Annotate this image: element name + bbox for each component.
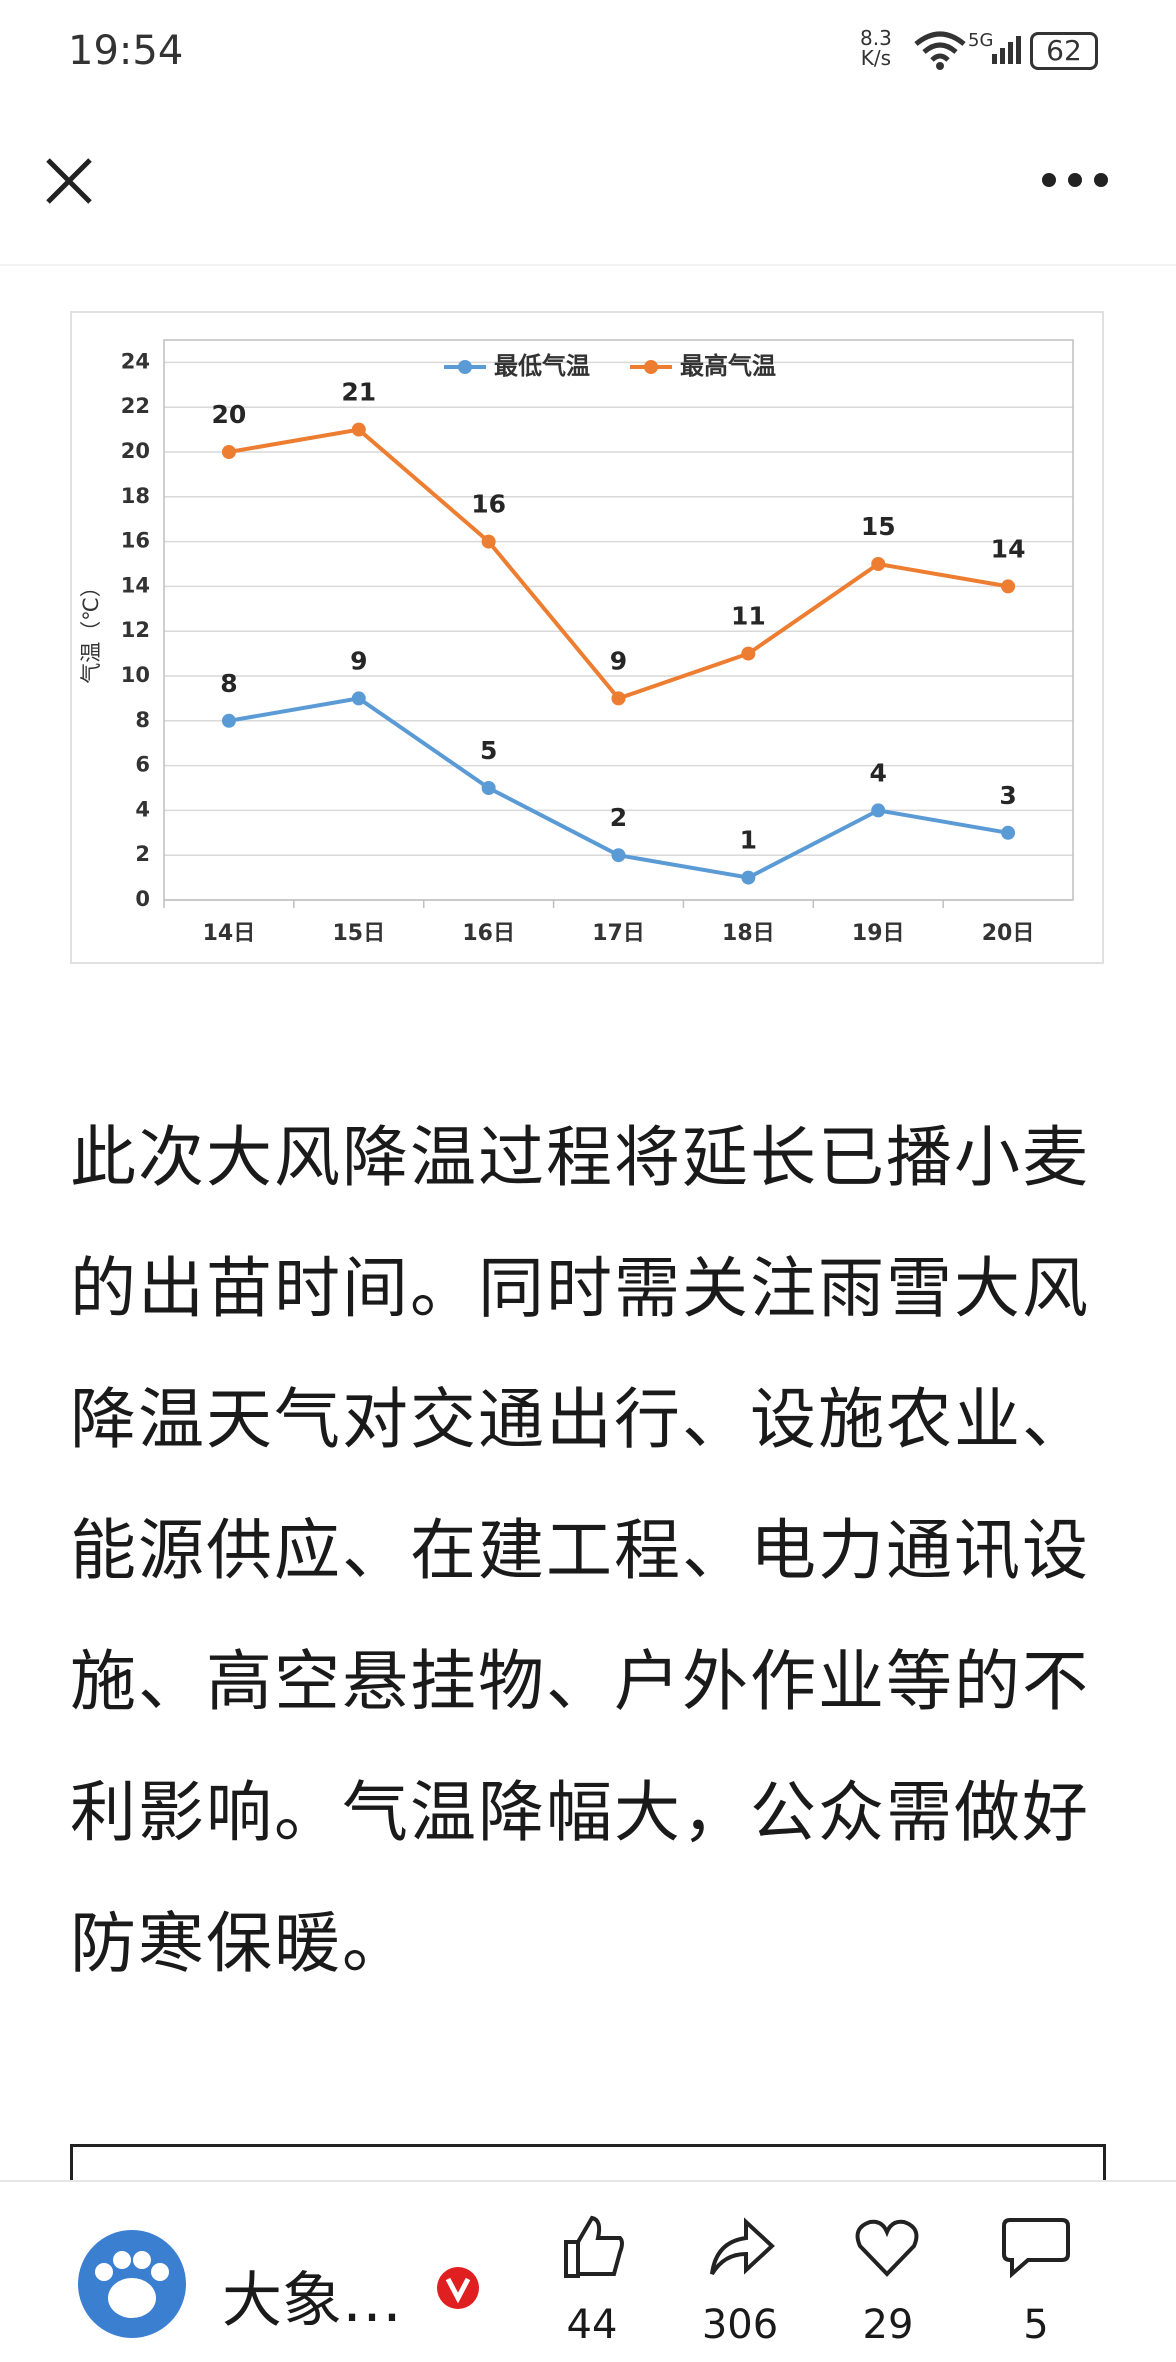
share-icon[interactable] xyxy=(706,2212,776,2282)
embedded-card xyxy=(70,2144,1106,2207)
wifi-icon xyxy=(914,31,966,70)
data-label: 16 xyxy=(471,490,506,519)
y-tick-label: 20 xyxy=(121,439,150,463)
favorite-icon[interactable] xyxy=(852,2214,922,2280)
network: 5G xyxy=(968,30,994,51)
verified-badge xyxy=(437,2267,479,2309)
y-tick-label: 10 xyxy=(121,663,150,687)
x-tick-label: 17日 xyxy=(592,921,645,946)
article-line: 防寒保暖。 xyxy=(70,1905,410,1982)
like-count: 44 xyxy=(566,2302,618,2348)
data-point xyxy=(1001,825,1016,840)
article-line: 能源供应、在建工程、电力通讯设 xyxy=(70,1512,1090,1589)
y-tick-label: 18 xyxy=(121,484,150,508)
share-count: 306 xyxy=(701,2302,779,2348)
signal-icon xyxy=(992,36,1021,64)
y-tick-label: 6 xyxy=(135,753,150,777)
data-label: 9 xyxy=(350,646,367,675)
legend-marker xyxy=(644,360,658,374)
data-label: 11 xyxy=(731,602,766,631)
data-point xyxy=(871,557,886,571)
data-label: 5 xyxy=(480,736,497,765)
y-tick-label: 0 xyxy=(135,887,150,911)
avatar[interactable] xyxy=(76,2228,188,2340)
like-icon[interactable] xyxy=(558,2212,628,2282)
y-tick-label: 24 xyxy=(121,349,150,373)
data-point xyxy=(611,848,626,863)
data-label: 9 xyxy=(610,646,627,675)
x-tick-label: 18日 xyxy=(722,921,775,946)
data-point xyxy=(1001,579,1016,594)
bottom-bar xyxy=(0,2180,1176,2362)
data-label: 1 xyxy=(740,826,757,855)
net-speed: 8.3 K/s xyxy=(860,28,892,68)
time: 19:54 xyxy=(68,28,184,74)
article-line: 施、高空悬挂物、户外作业等的不 xyxy=(70,1643,1090,1720)
speed: 8.3 xyxy=(860,26,892,50)
legend-label: 最高气温 xyxy=(680,352,776,380)
y-tick-label: 8 xyxy=(135,708,150,732)
favorite-count: 29 xyxy=(862,2302,914,2348)
y-tick-label: 16 xyxy=(121,529,150,553)
data-label: 14 xyxy=(991,534,1026,563)
data-point xyxy=(611,691,626,706)
plot-frame xyxy=(163,339,1074,901)
data-label: 21 xyxy=(341,378,376,407)
x-tick-label: 14日 xyxy=(203,921,256,946)
more-button[interactable] xyxy=(1040,168,1110,192)
article-line: 的出苗时间。同时需关注雨雪大风 xyxy=(70,1250,1090,1327)
legend-label: 最低气温 xyxy=(494,352,590,380)
data-point xyxy=(871,803,886,818)
data-point xyxy=(481,534,496,549)
y-tick-label: 22 xyxy=(121,394,150,418)
article-line: 利影响。气温降幅大，公众需做好 xyxy=(70,1774,1090,1851)
comment-count: 5 xyxy=(1023,2302,1049,2348)
data-point xyxy=(741,646,756,661)
x-tick-label: 15日 xyxy=(332,921,385,946)
data-point xyxy=(351,691,366,706)
data-point xyxy=(221,713,236,728)
x-tick-label: 16日 xyxy=(462,921,515,946)
author-name[interactable]: 大象… xyxy=(222,2266,402,2336)
comment-icon[interactable] xyxy=(1000,2214,1072,2280)
y-tick-label: 12 xyxy=(121,618,150,642)
y-tick-label: 2 xyxy=(135,842,150,866)
article: 此次大风降温过程将延长已播小麦 的出苗时间。同时需关注雨雪大风 降温天气对交通出行、… xyxy=(70,1092,1110,2009)
y-tick-label: 4 xyxy=(135,797,150,821)
data-label: 15 xyxy=(861,512,896,541)
legend-marker xyxy=(458,360,472,374)
y-tick-label: 14 xyxy=(121,573,150,597)
article-line: 降温天气对交通出行、设施农业、 xyxy=(70,1381,1090,1458)
close-button[interactable] xyxy=(44,156,94,206)
data-label: 2 xyxy=(610,803,627,832)
data-point xyxy=(741,870,756,885)
battery: 62 xyxy=(1030,32,1098,70)
x-tick-label: 20日 xyxy=(982,921,1035,946)
data-label: 3 xyxy=(999,781,1016,810)
y-axis-label: 气温（℃） xyxy=(79,576,103,684)
data-label: 20 xyxy=(212,400,247,429)
article-line: 此次大风降温过程将延长已播小麦 xyxy=(70,1119,1090,1196)
x-tick-label: 19日 xyxy=(852,921,905,946)
divider xyxy=(0,264,1176,266)
data-point xyxy=(351,422,366,437)
data-label: 4 xyxy=(870,758,887,787)
speed-unit: K/s xyxy=(860,46,892,70)
data-point xyxy=(221,445,236,459)
data-point xyxy=(481,781,496,795)
data-label: 8 xyxy=(220,669,237,698)
